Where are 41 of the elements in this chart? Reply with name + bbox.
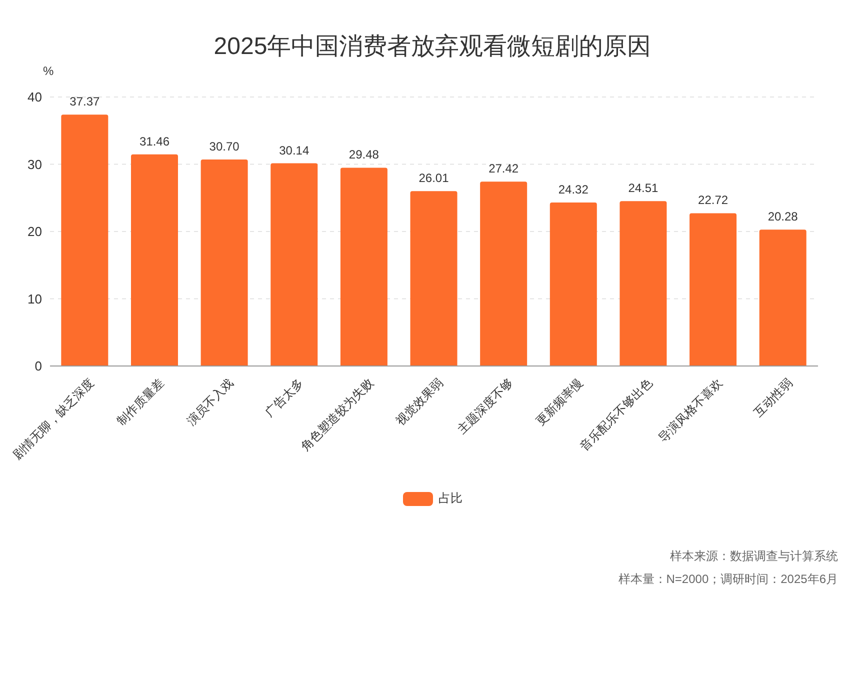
bar [130,154,178,366]
x-tick-label: 演员不入戏 [184,376,236,428]
y-tick-label: 20 [28,224,42,240]
x-tick-label: 更新频率慢 [533,376,586,428]
y-tick-label: 40 [28,90,42,105]
data-label: 30.14 [279,143,310,158]
data-label: 20.28 [768,210,798,224]
bar [200,160,248,366]
y-tick-label: 30 [28,156,42,172]
bar [270,163,318,366]
text: 样本来源：数据调查与计算系统 [670,548,838,565]
data-label: 31.46 [139,134,170,148]
data-label: 26.01 [418,171,450,186]
data-label: 24.51 [628,181,659,196]
y-tick-label: 0 [34,358,42,374]
data-label: 37.37 [70,94,100,109]
bar [759,230,806,366]
y-axis-title: % [43,64,54,78]
text: 样本量：N=2000；调研时间：2025年6月 [618,571,838,588]
data-label: 27.42 [488,162,519,176]
x-tick-label: 视觉效果弱 [393,376,446,428]
x-tick-label: 制作质量差 [114,376,167,428]
bar [690,213,737,366]
x-tick-label: 互动性弱 [751,376,795,420]
x-tick-label: 主题深度不够 [454,376,516,437]
bar [480,182,528,366]
x-tick-label: 广告太多 [262,376,306,420]
data-label: 24.32 [558,182,589,196]
bar [620,201,667,366]
bar [550,202,597,366]
bar [340,168,388,366]
bar [410,191,458,366]
x-tick-label: 剧情无聊，缺乏深度 [10,376,97,462]
data-label: 29.48 [348,148,380,162]
y-tick-label: 10 [28,291,42,306]
x-tick-label: 导演风格不喜欢 [656,376,726,446]
data-label: 22.72 [698,193,728,208]
legend-label: 占比 [438,490,462,507]
data-label: 30.70 [209,140,240,154]
chart-title: 2025年中国消费者放弃观看微短剧的原因 [212,32,652,62]
bar [61,114,108,366]
